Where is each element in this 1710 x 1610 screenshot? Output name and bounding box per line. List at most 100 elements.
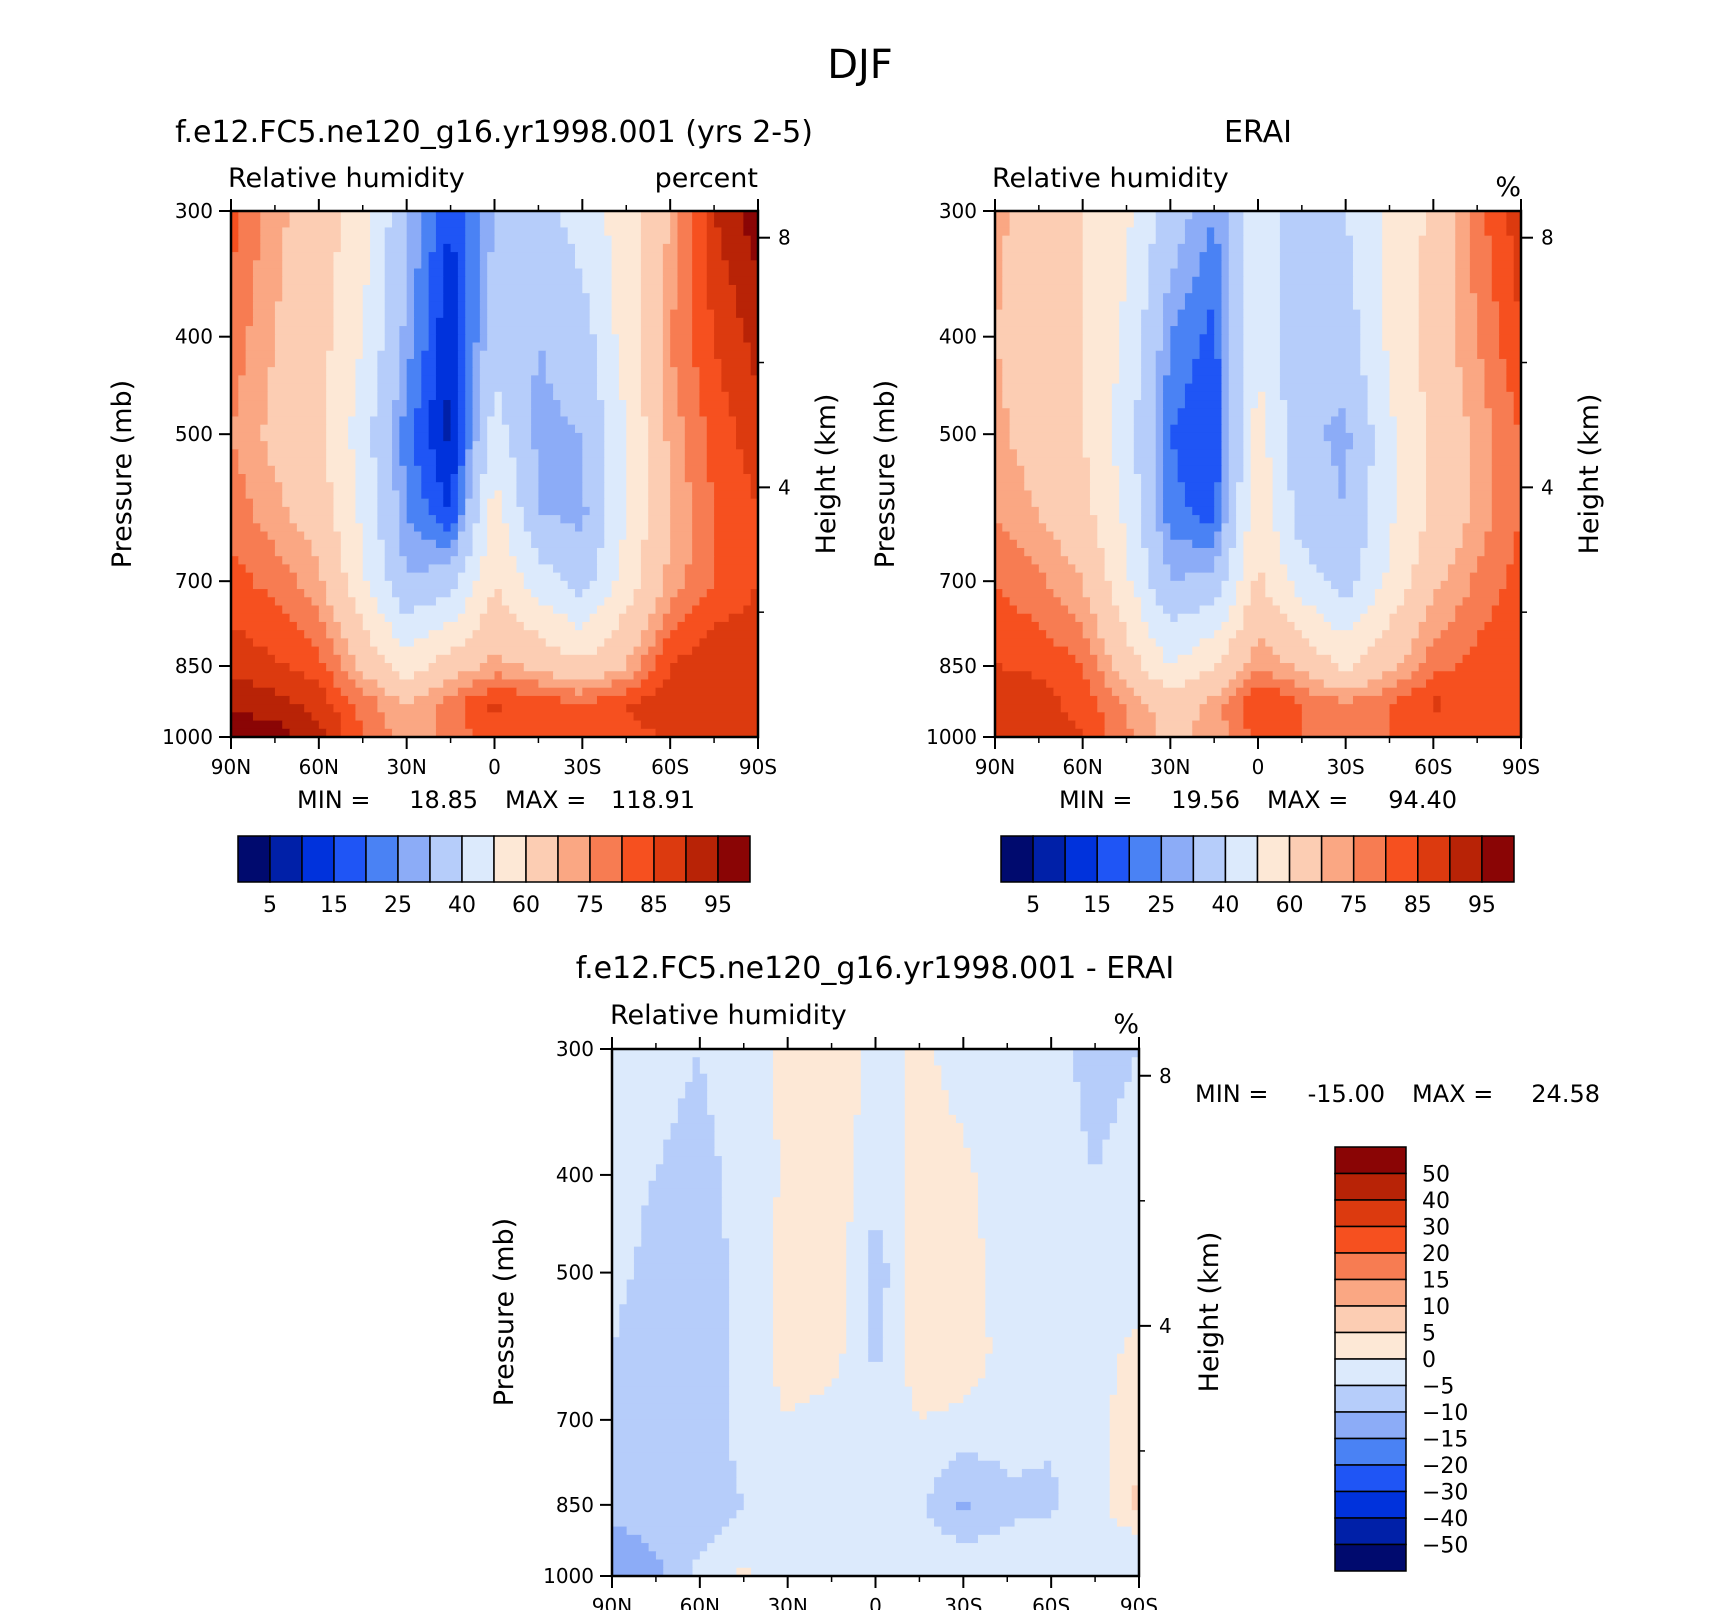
contour-cell <box>995 235 1003 245</box>
contour-cell <box>1082 358 1120 368</box>
contour-cell <box>296 572 320 582</box>
contour-cell <box>904 1345 994 1355</box>
contour-cell <box>406 482 422 492</box>
contour-cell <box>1031 613 1076 623</box>
contour-cell <box>1228 432 1244 442</box>
contour-cell <box>773 1345 847 1355</box>
contour-cell <box>1243 367 1281 376</box>
contour-cell <box>1155 211 1193 220</box>
contour-cell <box>655 1172 723 1182</box>
contour-cell <box>626 474 649 483</box>
contour-cell <box>640 630 657 639</box>
contour-cell <box>384 309 408 319</box>
contour-cell <box>648 621 664 631</box>
contour-cell <box>1287 400 1369 409</box>
contour-cell <box>750 490 758 500</box>
contour-cell <box>260 523 298 533</box>
y2-tick-label: 4 <box>1159 1314 1172 1338</box>
contour-cell <box>948 1460 1001 1470</box>
contour-cell <box>465 490 474 500</box>
contour-cell <box>1009 227 1084 237</box>
contour-cell <box>995 720 1076 730</box>
contour-cell <box>995 671 1033 681</box>
contour-cell <box>1002 663 1084 672</box>
contour-cell <box>1440 695 1521 705</box>
contour-cell <box>1418 309 1456 319</box>
contour-cell <box>1243 391 1259 401</box>
contour-cell <box>1141 350 1157 360</box>
contour-cell <box>692 531 715 541</box>
contour-cell <box>1352 276 1383 286</box>
contour-cell <box>868 1345 884 1355</box>
contour-cell <box>479 432 488 442</box>
x-tick-label: 90S <box>739 755 777 779</box>
contour-cell <box>326 367 357 376</box>
contour-cell <box>995 712 1069 722</box>
contour-cell <box>231 301 254 311</box>
contour-cell <box>995 695 1062 705</box>
contour-cell <box>670 597 701 607</box>
contour-cell <box>1272 457 1288 467</box>
contour-cell <box>948 1403 1111 1412</box>
contour-cell <box>560 211 605 220</box>
contour-cell <box>377 457 393 467</box>
contour-cell <box>604 424 627 434</box>
contour-cell <box>1148 630 1215 639</box>
contour-cell <box>721 235 752 245</box>
colorbar-swatch <box>1334 1278 1407 1307</box>
colorbar-swatch <box>685 835 719 883</box>
contour-cell <box>1133 416 1157 426</box>
contour-cell <box>1126 556 1150 566</box>
contour-cell <box>662 580 686 590</box>
contour-cell <box>1506 211 1521 220</box>
contour-cell <box>399 424 415 434</box>
contour-cell <box>465 309 481 319</box>
contour-cell <box>457 523 466 533</box>
contour-cell <box>1192 506 1215 516</box>
contour-cell <box>589 309 613 319</box>
contour-cell <box>1073 1065 1133 1075</box>
contour-cell <box>443 276 459 286</box>
contour-cell <box>985 1353 1118 1363</box>
contour-cell <box>1228 293 1244 303</box>
contour-cell <box>1060 539 1098 549</box>
contour-cell <box>472 630 540 639</box>
contour-cell <box>714 580 758 590</box>
contour-cell <box>1367 400 1391 409</box>
contour-cell <box>406 358 422 368</box>
contour-cell <box>538 367 547 376</box>
contour-cell <box>465 457 474 467</box>
contour-cell <box>1163 449 1179 459</box>
contour-cell <box>1141 317 1164 327</box>
contour-cell <box>413 408 430 418</box>
contour-cell <box>640 235 671 245</box>
contour-cell <box>773 1304 847 1314</box>
contour-cell <box>714 1114 774 1124</box>
contour-cell <box>348 424 371 434</box>
contour-cell <box>1294 523 1369 533</box>
contour-cell <box>977 1452 1111 1462</box>
contour-cell <box>457 547 474 557</box>
contour-cell <box>231 621 298 631</box>
contour-cell <box>516 474 540 483</box>
contour-cell <box>231 284 254 294</box>
contour-cell <box>421 375 437 385</box>
contour-cell <box>231 334 247 344</box>
contour-cell <box>882 1337 906 1347</box>
contour-cell <box>670 235 679 245</box>
contour-cell <box>509 441 532 450</box>
contour-cell <box>1109 1477 1139 1487</box>
contour-cell <box>1119 498 1142 508</box>
contour-cell <box>663 1567 694 1576</box>
contour-cell <box>450 474 459 483</box>
contour-cell <box>1426 441 1471 450</box>
contour-cell <box>721 252 752 261</box>
contour-cell <box>612 1238 642 1248</box>
contour-cell <box>1331 621 1354 631</box>
contour-cell <box>670 663 758 672</box>
contour-cell <box>1352 441 1376 450</box>
contour-cell <box>318 720 342 730</box>
y-tick-label: 300 <box>939 199 977 223</box>
colorbar-tick-label: 5 <box>1422 1322 1436 1347</box>
contour-cell <box>773 1378 833 1388</box>
